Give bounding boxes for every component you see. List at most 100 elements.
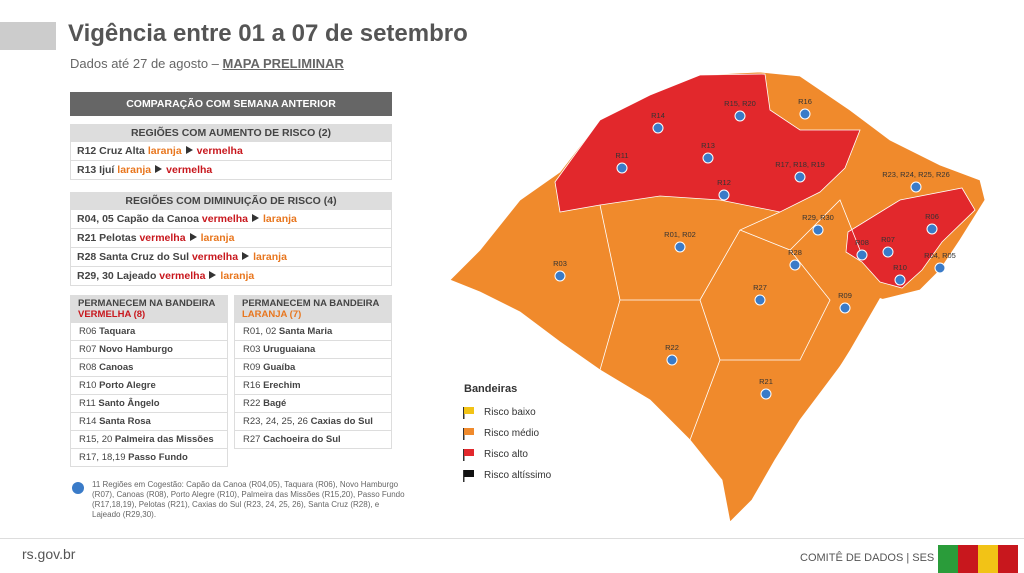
region-red-east	[845, 187, 976, 289]
code: R01, 02	[243, 326, 277, 337]
region-label: R11	[615, 151, 628, 160]
region-label: R22	[665, 343, 679, 352]
name: Bagé	[263, 398, 287, 409]
region: R29, 30 Lajeado	[77, 270, 157, 282]
list-item: R27 Cachoeira do Sul	[234, 431, 392, 449]
to-flag: vermelha	[196, 145, 243, 157]
region: R13 Ijuí	[77, 164, 115, 176]
change-row: R28 Santa Cruz do Sul vermelha laranja	[70, 248, 392, 267]
code: R03	[243, 344, 261, 355]
region-icon	[616, 162, 628, 174]
legend-label: Risco médio	[484, 428, 539, 439]
list-item: R23, 24, 25, 26 Caxias do Sul	[234, 413, 392, 431]
name: Novo Hamburgo	[99, 344, 173, 355]
arrow	[242, 252, 250, 260]
name: Taquara	[99, 326, 136, 337]
change-row: R04, 05 Capão da Canoa vermelha laranja	[70, 210, 392, 229]
region: R04, 05 Capão da Canoa	[77, 213, 199, 225]
region-icon	[652, 122, 664, 134]
list-item: R11 Santo Ângelo	[70, 395, 228, 413]
code: R23, 24, 25, 26	[243, 416, 308, 427]
code: R09	[243, 362, 261, 373]
region-label: R28	[788, 248, 802, 257]
region-label: R23, R24, R25, R26	[882, 170, 950, 179]
flag-pole	[463, 407, 465, 419]
region-label: R29, R30	[802, 213, 834, 222]
change-row: R21 Pelotas vermelha laranja	[70, 229, 392, 248]
from-flag: vermelha	[191, 251, 239, 263]
code: R16	[243, 380, 261, 391]
to-flag: laranja	[253, 251, 287, 263]
orange-list-title: PERMANECEM NA BANDEIRA LARANJA (7)	[234, 295, 392, 323]
flag	[464, 428, 474, 435]
comparison: COMPARAÇÃO COM SEMANA ANTERIOR REGIÕES C…	[70, 92, 392, 286]
footer-site: rs.gov.br	[22, 546, 76, 562]
map: R15, R20 R16 R14 R13 R11 R17, R18, R19 R12 R23,…	[449, 71, 986, 523]
region: R21 Pelotas	[77, 232, 137, 244]
list-item: R17, 18,19 Passo Fundo	[70, 449, 228, 467]
list-item: R14 Santa Rosa	[70, 413, 228, 431]
list-item: R03 Uruguaiana	[234, 341, 392, 359]
region-icon	[666, 354, 678, 366]
code: R06	[79, 326, 97, 337]
region-icon	[674, 241, 686, 253]
to-flag: laranja	[220, 270, 255, 282]
code: R08	[79, 362, 97, 373]
orange-list: PERMANECEM NA BANDEIRA LARANJA (7) R01, …	[234, 295, 392, 449]
region-label: R08	[855, 238, 869, 247]
list-item: R10 Porto Alegre	[70, 377, 228, 395]
region-label: R13	[701, 141, 715, 150]
arrow	[155, 165, 163, 173]
change-row: R29, 30 Lajeado vermelha laranja	[70, 267, 392, 286]
code: R17, 18,19	[79, 452, 126, 463]
legend: Risco baixo Risco médio Risco alto Risco al…	[463, 407, 552, 482]
border-lines	[599, 199, 861, 441]
strip-yellow	[978, 545, 998, 573]
code: R22	[243, 398, 261, 409]
header-bar	[0, 22, 56, 50]
list-item: R15, 20 Palmeira das Missões	[70, 431, 228, 449]
region-label: R01, R02	[664, 230, 696, 239]
from-flag: vermelha	[201, 213, 249, 225]
name: Santa Rosa	[99, 416, 151, 427]
list-item: R16 Erechim	[234, 377, 392, 395]
region-icon	[789, 259, 801, 271]
region-icon	[702, 152, 714, 164]
increase-title: REGIÕES COM AUMENTO DE RISCO (2)	[70, 124, 392, 142]
name: Caxias do Sul	[310, 416, 373, 427]
region-label: R15, R20	[724, 99, 756, 108]
orange-flag: LARANJA (7)	[242, 309, 302, 320]
code: R07	[79, 344, 97, 355]
flag	[464, 449, 474, 456]
red-flag: VERMELHA (8)	[78, 309, 146, 320]
region: R28 Santa Cruz do Sul	[77, 251, 190, 263]
region-icon	[754, 294, 766, 306]
decrease-title: REGIÕES COM DIMINUIÇÃO DE RISCO (4)	[70, 192, 392, 210]
name: Porto Alegre	[99, 380, 156, 391]
region-label: R27	[753, 283, 767, 292]
from-flag: vermelha	[159, 270, 206, 282]
list-item: R22 Bagé	[234, 395, 392, 413]
region-label: R07	[881, 235, 895, 244]
change-row: R13 Ijuí laranja vermelha	[70, 161, 392, 180]
footer-credit: COMITÊ DE DADOS | SES	[800, 552, 935, 564]
region-label: R10	[893, 263, 907, 272]
from-flag: vermelha	[139, 232, 186, 244]
name: Uruguaiana	[263, 344, 316, 355]
arrow	[185, 146, 193, 154]
flag	[464, 407, 474, 414]
region-icon	[839, 302, 851, 314]
note: 11 Regiões em Cogestão: Capão da Canoa (…	[92, 480, 405, 519]
region-icon	[794, 171, 806, 183]
code: R10	[79, 380, 97, 391]
legend-title: Bandeiras	[464, 383, 517, 395]
footer-line	[0, 538, 1024, 539]
name: Santa Maria	[278, 326, 333, 337]
code: R15, 20	[79, 434, 113, 445]
name: Palmeira das Missões	[114, 434, 214, 445]
code: R27	[243, 434, 261, 445]
subtitle-link: MAPA PRELIMINAR	[222, 56, 344, 71]
region-label: R16	[798, 97, 812, 106]
region-label: R12	[717, 178, 731, 187]
